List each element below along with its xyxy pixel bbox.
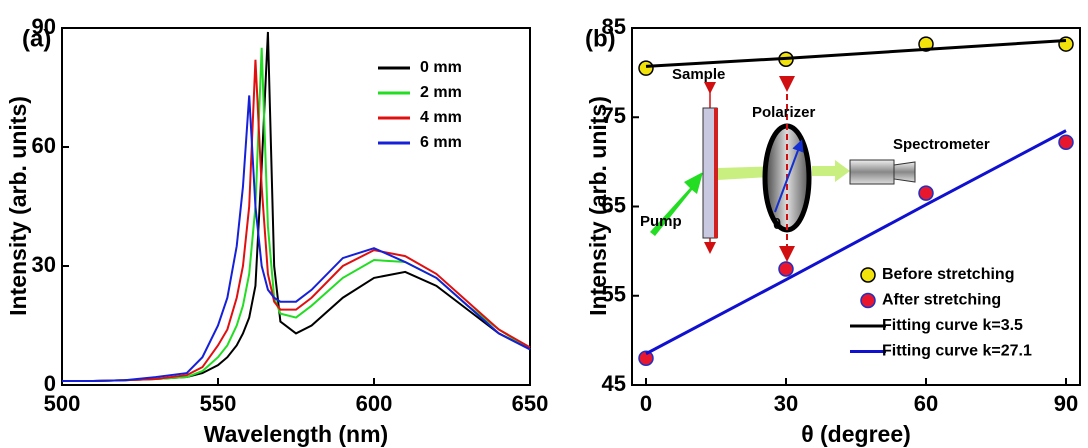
spectrometer (849, 159, 895, 185)
y-tick-label: 60 (32, 133, 56, 158)
annotation: Pump (640, 213, 682, 230)
annotation: Polarizer (752, 104, 816, 121)
y-tick-label: 65 (602, 192, 626, 217)
y-tick-label: 0 (44, 371, 56, 396)
x-tick-label: 600 (356, 391, 393, 416)
legend-label: Before stretching (882, 266, 1014, 283)
annotation: Sample (672, 66, 725, 83)
y-tick-label: 30 (32, 252, 56, 277)
data-line (645, 38, 1067, 68)
spectrometer-head (893, 161, 916, 183)
legend-label: 2 mm (420, 84, 462, 101)
data-point (638, 60, 654, 76)
x-tick-label: 60 (914, 391, 938, 416)
data-line (62, 59, 531, 383)
data-point (1058, 134, 1074, 150)
setup-diagram (650, 76, 916, 262)
legend-label: 4 mm (420, 109, 462, 126)
annotation: Spectrometer (893, 136, 990, 153)
legend-label: 0 mm (420, 59, 462, 76)
x-tick-label: 650 (512, 391, 549, 416)
x-tick-label: 90 (1054, 391, 1078, 416)
legend-marker (860, 292, 876, 309)
plot-frame (61, 27, 531, 386)
chart-panel: 0 30 60 90 45 55 65 75 85 θ (degree) Intensity (ar… (585, 14, 1081, 447)
data-point (918, 185, 934, 201)
polarization-arrow (774, 139, 804, 213)
beam-out (812, 160, 850, 182)
sample-edge (714, 108, 718, 238)
x-tick-label: 550 (200, 391, 237, 416)
y-tick-label: 90 (32, 14, 56, 39)
y-axis-title: Intensity (arb. units) (5, 96, 31, 316)
data-point (1058, 36, 1074, 52)
legend-label: After stretching (882, 292, 1001, 309)
x-tick-label: 500 (44, 391, 81, 416)
y-tick-label: 85 (602, 14, 626, 39)
legend-label: Fitting curve k=3.5 (882, 317, 1023, 334)
x-axis-title: Wavelength (nm) (204, 421, 388, 447)
chart-panel: 500 550 600 650 0 30 60 90 Wavelength (nm) Intens… (5, 14, 548, 447)
legend-label: 6 mm (420, 134, 462, 151)
x-tick-label: 30 (774, 391, 798, 416)
data-point (918, 36, 934, 52)
legend-label: Fitting curve k=27.1 (882, 343, 1032, 360)
data-line (645, 129, 1067, 356)
pump-arrow (650, 172, 703, 236)
data-point (778, 261, 794, 277)
y-tick-label: 75 (602, 103, 626, 128)
y-tick-label: 55 (602, 282, 626, 307)
annotation: θ (773, 216, 781, 233)
y-axis-title: Intensity (arb. units) (585, 96, 611, 316)
panel-label: (b) (585, 25, 616, 52)
x-tick-label: 0 (640, 391, 652, 416)
y-tick-label: 45 (602, 371, 626, 396)
data-line (62, 95, 531, 383)
panel-label: (a) (22, 25, 51, 52)
data-point (638, 350, 654, 366)
legend-marker (860, 267, 876, 283)
x-axis-title: θ (degree) (801, 421, 911, 447)
